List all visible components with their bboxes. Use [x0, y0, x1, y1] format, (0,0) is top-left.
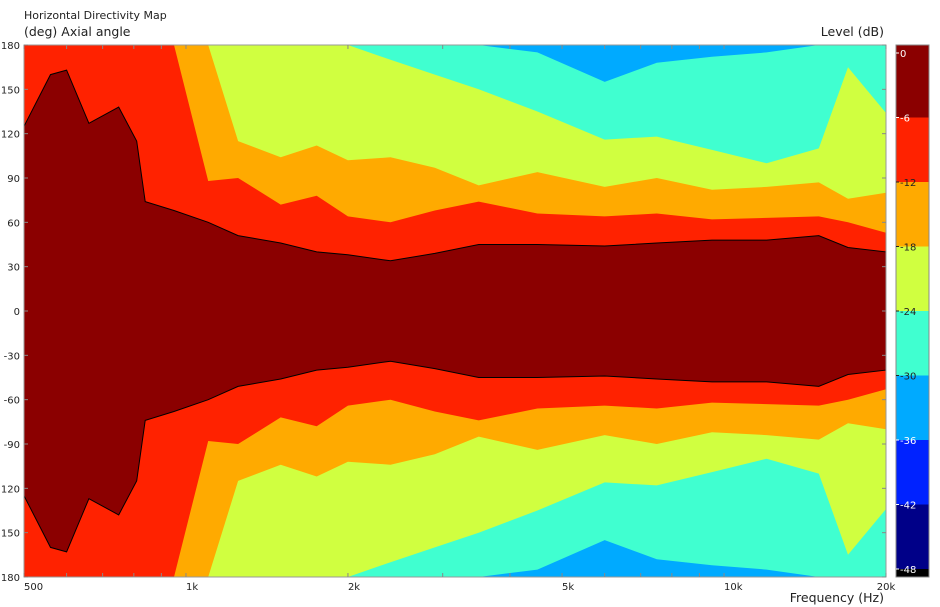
colorbar-band — [896, 311, 929, 376]
y-tick-label: 180 — [1, 573, 20, 584]
colorbar: 0 -6 -12 -18 -24 -30 -36 -42 -48 — [895, 44, 930, 578]
x-tick-label: 20k — [877, 582, 896, 593]
plot-area — [23, 45, 887, 577]
x-tick-label: 2k — [348, 582, 360, 593]
y-tick-label: -30 — [4, 351, 20, 362]
colorbar-tick-label: 0 — [900, 49, 906, 60]
colorbar-band — [896, 569, 929, 577]
chart-title: Horizontal Directivity Map — [24, 9, 167, 22]
y-tick-label: 180 — [1, 41, 20, 52]
colorbar-band — [896, 504, 929, 569]
colorbar-tick-label: -48 — [900, 565, 916, 576]
axes: 500 1k 2k 5k 10k 20k 180 150 120 90 60 30 0 -30 -60 -90… — [1, 41, 896, 593]
x-tick-label: 10k — [724, 582, 743, 593]
y-tick-label: 30 — [7, 263, 20, 274]
colorbar-tick-label: -12 — [900, 178, 916, 189]
y-tick-label: -90 — [4, 440, 20, 451]
x-tick-label: 1k — [186, 582, 198, 593]
colorbar-tick-label: -36 — [900, 436, 916, 447]
colorbar-label: Level (dB) — [820, 24, 884, 39]
colorbar-tick-label: -6 — [900, 114, 910, 125]
colorbar-band — [896, 246, 929, 311]
colorbar-band — [896, 117, 929, 182]
colorbar-tick-label: -42 — [900, 501, 916, 512]
colorbar-band — [896, 375, 929, 440]
y-tick-label: 0 — [14, 307, 20, 318]
colorbar-tick-label: -18 — [900, 243, 916, 254]
colorbar-band — [896, 440, 929, 505]
x-tick-label: 5k — [562, 582, 574, 593]
y-tick-label: 150 — [1, 529, 20, 540]
y-tick-label: 150 — [1, 85, 20, 96]
x-axis-label: Frequency (Hz) — [789, 590, 884, 605]
y-tick-label: 90 — [7, 174, 20, 185]
colorbar-tick-label: -30 — [900, 372, 916, 383]
y-tick-label: -60 — [4, 396, 20, 407]
y-axis-label: (deg) Axial angle — [24, 24, 131, 39]
colorbar-band — [896, 45, 929, 118]
y-tick-label: 120 — [1, 130, 20, 141]
y-tick-label: 60 — [7, 218, 20, 229]
colorbar-band — [896, 182, 929, 247]
colorbar-tick-label: -24 — [900, 307, 916, 318]
x-tick-label: 500 — [24, 582, 43, 593]
y-tick-label: 120 — [1, 484, 20, 495]
